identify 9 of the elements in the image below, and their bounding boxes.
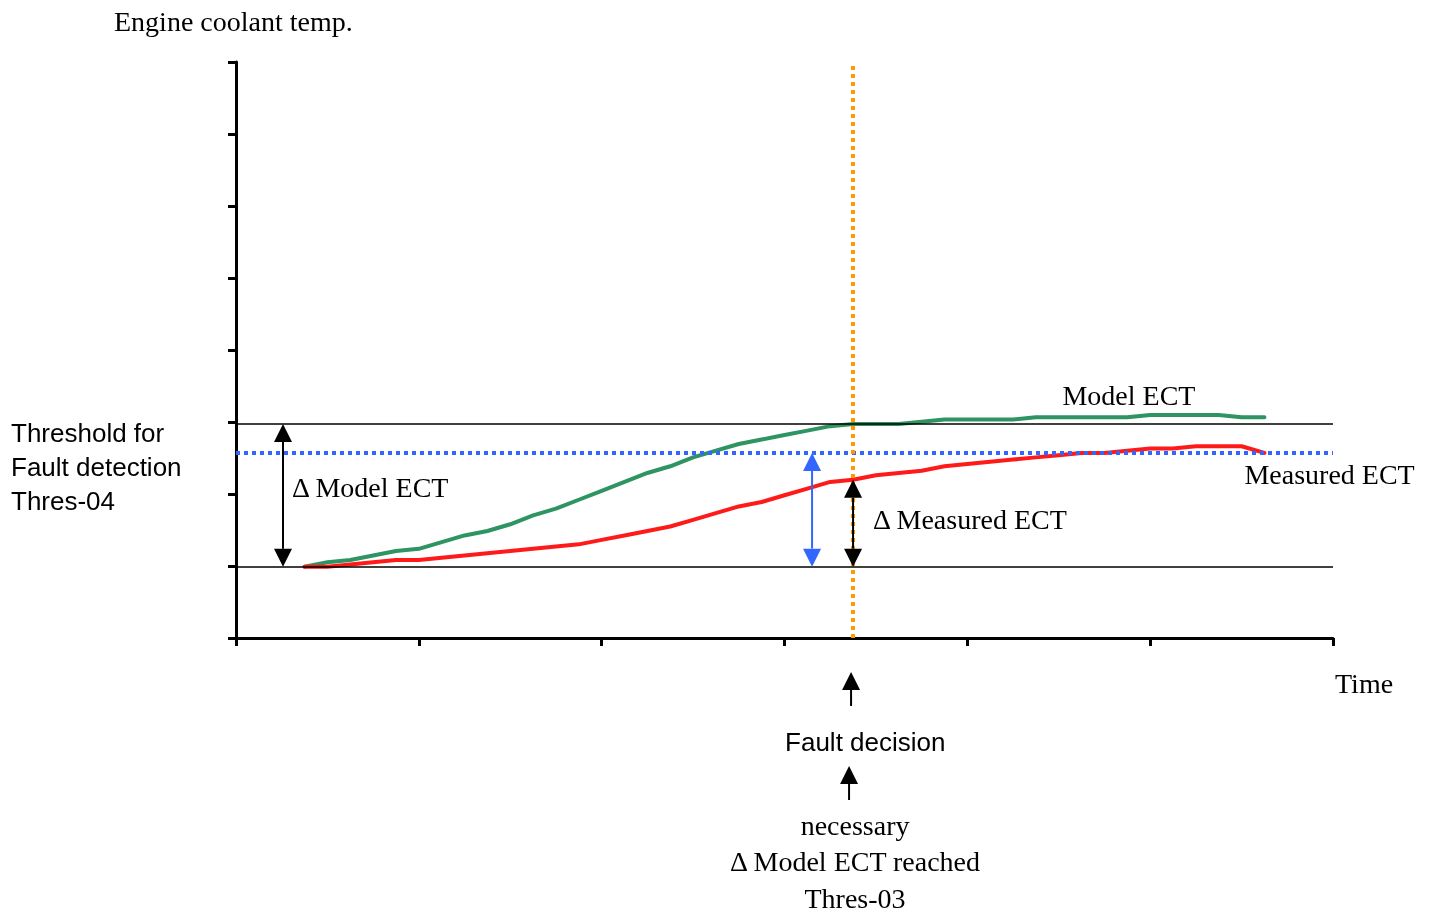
text: necessary Δ Model ECT reached Thres-03 [730, 809, 981, 913]
annotation: Δ Measured ECT [873, 502, 1067, 537]
series-label: Model ECT [1062, 379, 1196, 411]
text: Engine coolant temp. [114, 5, 353, 39]
ref-line-label: Threshold for Fault detection Thres-04 [11, 416, 182, 518]
series-label: Measured ECT [1244, 459, 1415, 491]
x-axis-title: Time [1335, 667, 1394, 701]
text: Fault decision [785, 727, 946, 757]
annotation: Δ Model ECT [292, 470, 449, 505]
